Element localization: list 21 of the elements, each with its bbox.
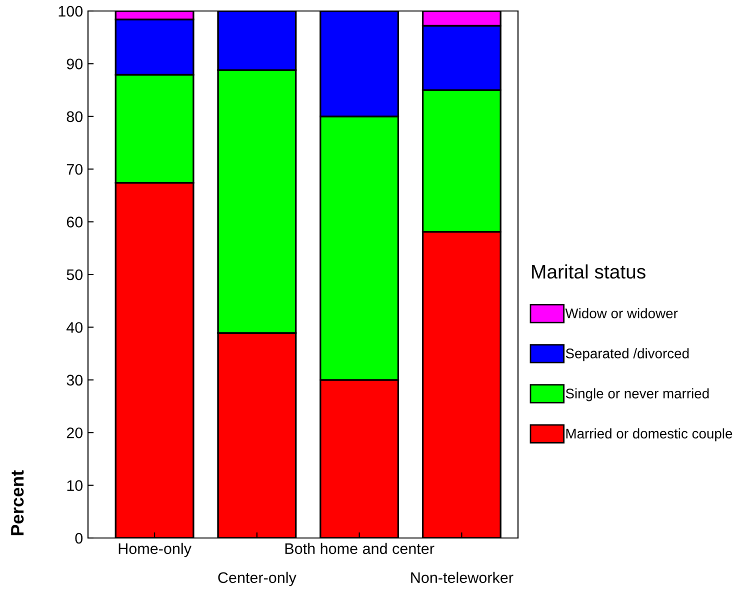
y-tick-label: 80 bbox=[66, 111, 83, 122]
y-tick-label: 40 bbox=[66, 322, 83, 333]
legend-title: Marital status bbox=[532, 264, 646, 279]
y-tick-label: 50 bbox=[66, 269, 83, 280]
y-tick-label: 10 bbox=[67, 480, 83, 491]
x-tick-label: Non-teleworker bbox=[411, 572, 514, 584]
legend-label: Separated /divorced bbox=[566, 348, 689, 362]
x-tick-label: Center-only bbox=[218, 572, 296, 586]
x-tick-label: Home-only bbox=[118, 542, 192, 558]
legend-label: Widow or widower bbox=[565, 308, 678, 318]
legend-label: Single or never married bbox=[566, 388, 709, 402]
y-tick-label: 20 bbox=[66, 427, 83, 438]
x-tick-label: Both home and center bbox=[285, 542, 434, 554]
y-tick-label: 30 bbox=[66, 374, 83, 386]
y-tick-label: 100 bbox=[58, 6, 83, 17]
y-axis-title: Percent bbox=[11, 470, 24, 536]
y-tick-label: 60 bbox=[66, 216, 83, 228]
y-tick-label: 70 bbox=[66, 164, 83, 175]
y-tick-label: 0 bbox=[75, 532, 83, 544]
legend-label: Married or domestic couple bbox=[566, 428, 732, 442]
y-tick-label: 90 bbox=[66, 58, 83, 70]
